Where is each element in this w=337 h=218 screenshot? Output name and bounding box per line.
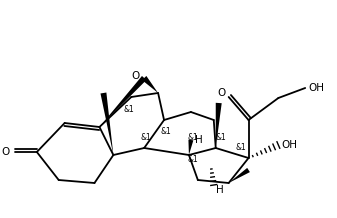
Text: O: O <box>2 147 10 157</box>
Text: O: O <box>131 71 139 81</box>
Text: &1: &1 <box>215 133 226 143</box>
Polygon shape <box>229 168 250 183</box>
Text: O: O <box>217 88 226 98</box>
Polygon shape <box>99 76 146 127</box>
Text: &1: &1 <box>187 133 198 143</box>
Text: &1: &1 <box>161 128 172 136</box>
Text: OH: OH <box>281 140 297 150</box>
Polygon shape <box>142 76 158 93</box>
Text: &1: &1 <box>141 133 152 143</box>
Text: &1: &1 <box>235 143 246 153</box>
Text: H: H <box>216 185 223 195</box>
Polygon shape <box>216 103 222 148</box>
Polygon shape <box>100 92 113 155</box>
Text: &1: &1 <box>187 155 198 165</box>
Text: H: H <box>195 135 203 145</box>
Polygon shape <box>188 140 193 155</box>
Text: OH: OH <box>308 83 324 93</box>
Text: &1: &1 <box>124 106 135 114</box>
